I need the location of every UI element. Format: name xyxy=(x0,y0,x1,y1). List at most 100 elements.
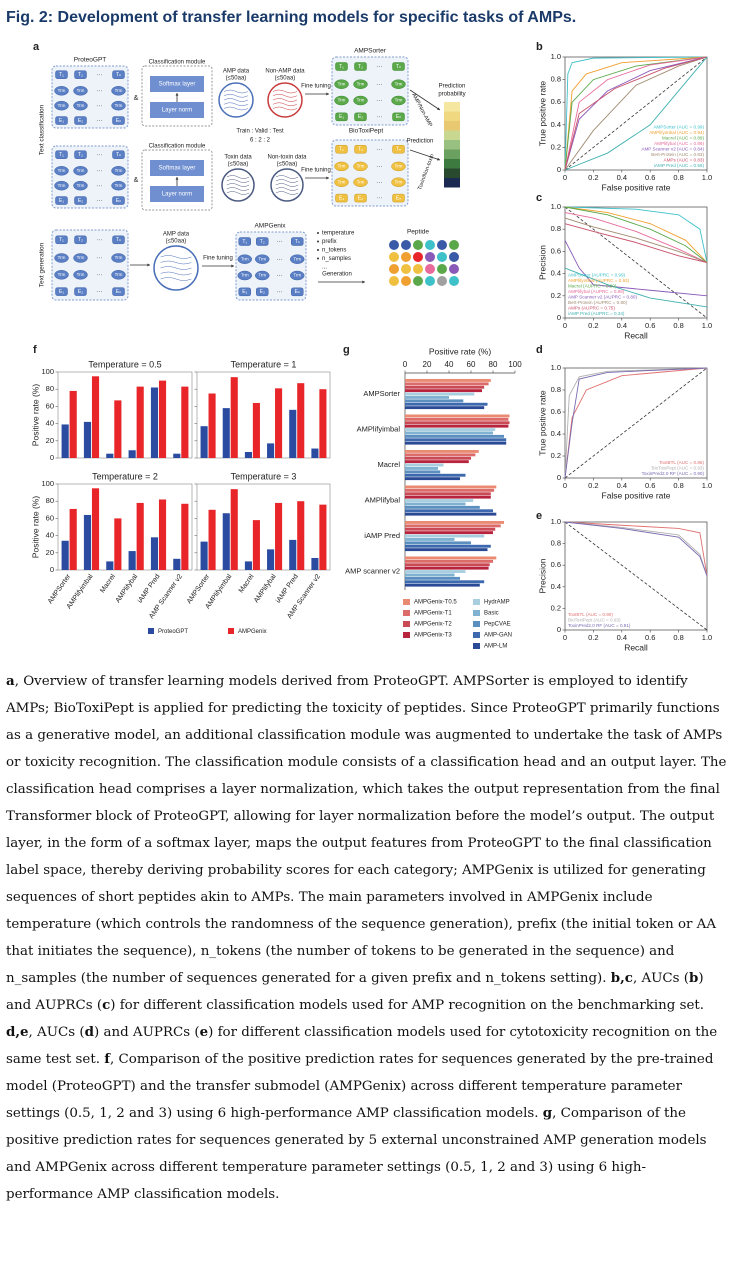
label: AMP data xyxy=(223,69,250,75)
y-tick-label: 0.2 xyxy=(551,142,561,151)
legend-entry: ToxinPred2.0 RF (AUC = 0.90) xyxy=(642,471,705,476)
curve xyxy=(564,367,708,479)
label: T₁ xyxy=(339,147,344,153)
legend-entry: AMPGenix-T3 xyxy=(414,633,452,639)
bar xyxy=(252,520,260,570)
label: E₂ xyxy=(78,198,83,204)
bar xyxy=(405,499,474,502)
label: Trm xyxy=(77,255,85,260)
module-box xyxy=(141,65,213,127)
token xyxy=(291,237,304,246)
y-tick-label: 0.6 xyxy=(551,97,561,106)
label: E₂ xyxy=(78,118,83,124)
label: Eₙ xyxy=(116,289,121,295)
x-tick-label: 0.8 xyxy=(673,321,683,330)
probability-cell xyxy=(444,168,460,178)
bar xyxy=(150,387,159,458)
legend-entry: AMPGenix-T1 xyxy=(414,611,452,617)
amino-acid xyxy=(413,276,423,286)
bar xyxy=(230,377,238,458)
y-tick-label: 1.0 xyxy=(551,363,561,372)
label: ··· xyxy=(377,196,383,202)
bar xyxy=(405,392,475,396)
sequence-wave xyxy=(160,277,192,281)
x-tick-label: Macrel xyxy=(99,573,117,595)
label: Trm xyxy=(77,183,85,188)
token xyxy=(74,287,87,296)
curve xyxy=(564,217,708,263)
bar xyxy=(61,540,69,570)
curve xyxy=(564,56,708,171)
label: Toxin data xyxy=(224,155,252,161)
bar xyxy=(405,428,496,431)
amino-acid xyxy=(425,240,435,250)
bar xyxy=(405,505,480,509)
bar xyxy=(311,448,319,458)
amino-acid xyxy=(401,252,411,262)
sequence-wave xyxy=(160,266,192,270)
x-tick-label: 60 xyxy=(467,360,476,369)
bar xyxy=(173,558,181,570)
label: Trm xyxy=(77,88,85,93)
curve xyxy=(564,223,708,263)
label: Trm xyxy=(293,256,301,261)
x-tick-label: 0.6 xyxy=(645,321,655,330)
model-box xyxy=(331,56,409,126)
transformer-node xyxy=(290,270,305,281)
bar xyxy=(222,513,230,570)
sequence-wave xyxy=(223,102,249,106)
x-axis-label: False positive rate xyxy=(602,490,671,500)
y-tick-label: 60 xyxy=(46,513,54,522)
sequence-wave xyxy=(272,94,298,98)
transformer-node xyxy=(73,100,88,111)
bar xyxy=(267,443,275,458)
sequence-wave xyxy=(272,106,298,111)
y-tick-label: 20 xyxy=(46,548,54,557)
label: Trm xyxy=(115,255,123,260)
y-axis-label: True positive rate xyxy=(537,81,547,147)
label: Text classification xyxy=(39,104,46,155)
label: Peptide xyxy=(407,229,429,236)
legend-entry: Macrel (AUPRC = 0.90) xyxy=(568,284,617,289)
amino-acid xyxy=(449,240,459,250)
bar xyxy=(405,450,479,453)
bar xyxy=(405,521,504,524)
label: T₁ xyxy=(59,152,64,158)
bar xyxy=(311,557,319,570)
curve xyxy=(564,56,708,171)
y-tick-label: 0.8 xyxy=(551,385,561,394)
label: Trm xyxy=(77,168,85,173)
token xyxy=(55,150,68,159)
label: Tₙ xyxy=(116,152,121,158)
y-tick-label: 100 xyxy=(41,479,54,488)
amino-acid xyxy=(449,264,459,274)
transformer-node xyxy=(353,95,368,106)
bar xyxy=(405,424,509,428)
figure-title: Fig. 2: Development of transfer learning… xyxy=(6,9,576,26)
label: Trm xyxy=(395,81,403,86)
legend-entry: BioToxiPept (AUC = 0.93) xyxy=(568,618,621,623)
x-tick-label: 0.4 xyxy=(617,481,627,490)
y-tick-label: 0.4 xyxy=(551,120,561,129)
probability-cell xyxy=(444,140,460,150)
curve xyxy=(564,56,708,171)
curve xyxy=(564,56,708,171)
label: ProteoGPT xyxy=(74,57,107,64)
label: Trm xyxy=(77,272,85,277)
label: E₁ xyxy=(339,195,344,201)
subplot-title: Temperature = 0.5 xyxy=(88,359,161,369)
arrow-head xyxy=(175,177,179,180)
transformer-node xyxy=(111,180,126,191)
x-tick-label: 0.2 xyxy=(588,633,598,642)
bar xyxy=(319,504,327,570)
panel-reference: g xyxy=(542,1105,553,1121)
bar xyxy=(405,399,464,403)
bar xyxy=(405,538,455,541)
x-tick-label: 0.6 xyxy=(645,481,655,490)
bar xyxy=(267,549,275,570)
bar xyxy=(405,527,496,531)
x-tick-label: 80 xyxy=(489,360,498,369)
label: prefix xyxy=(322,239,337,245)
bar xyxy=(405,463,444,467)
